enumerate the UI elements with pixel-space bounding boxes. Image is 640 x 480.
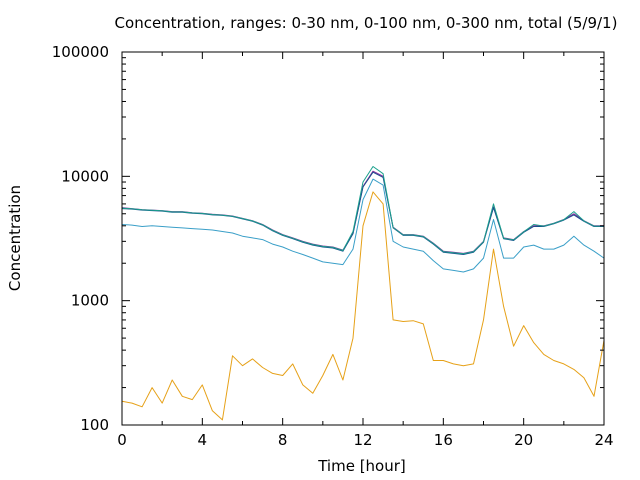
x-tick-label: 16 xyxy=(434,431,453,449)
x-tick-label: 8 xyxy=(278,431,288,449)
x-tick-label: 24 xyxy=(594,431,613,449)
y-tick-label: 10000 xyxy=(61,167,109,185)
y-tick-label: 100000 xyxy=(52,43,109,61)
series-line-5 xyxy=(121,166,604,255)
y-axis-label: Concentration xyxy=(6,185,24,291)
x-tick-label: 0 xyxy=(117,431,127,449)
series-line-2 xyxy=(121,178,605,273)
x-tick-label: 4 xyxy=(198,431,208,449)
chart-title: Concentration, ranges: 0-30 nm, 0-100 nm… xyxy=(115,14,618,32)
x-tick-label: 12 xyxy=(353,431,372,449)
x-axis-label: Time [hour] xyxy=(317,457,406,475)
series-layer xyxy=(121,166,605,421)
series-line-1 xyxy=(121,191,605,421)
y-tick-label: 100 xyxy=(80,416,109,434)
y-tick-label: 1000 xyxy=(71,292,109,310)
x-tick-label: 20 xyxy=(514,431,533,449)
plot-frame xyxy=(121,51,605,426)
